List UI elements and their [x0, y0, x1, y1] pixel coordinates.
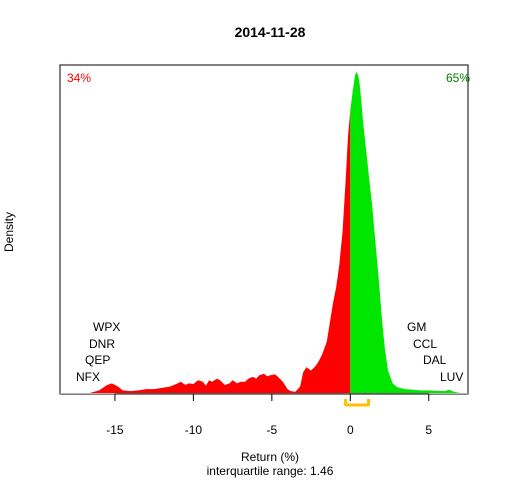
- ticker-label-gm: GM: [407, 320, 426, 334]
- ticker-label-ccl: CCL: [413, 337, 437, 351]
- negative-return-area: [89, 110, 351, 393]
- positive-return-area: [350, 72, 461, 393]
- ticker-label-luv: LUV: [440, 370, 463, 384]
- plot-frame: [59, 64, 469, 395]
- ticker-label-nfx: NFX: [76, 370, 100, 384]
- iqr-bracket: [344, 399, 371, 407]
- density-areas: [89, 72, 461, 393]
- x-tick-label: -10: [185, 423, 203, 437]
- iqr-caption: interquartile range: 1.46: [207, 464, 334, 478]
- x-tick-label: 5: [425, 423, 432, 437]
- chart-title: 2014-11-28: [235, 24, 306, 40]
- y-axis-label: Density: [2, 212, 16, 252]
- positive-share-label: 65%: [446, 71, 470, 85]
- ticker-label-dnr: DNR: [89, 337, 115, 351]
- x-tick-label: -5: [267, 423, 278, 437]
- x-tick-label: 0: [347, 423, 354, 437]
- ticker-label-qep: QEP: [85, 353, 110, 367]
- x-axis-label: Return (%): [241, 450, 299, 464]
- x-axis: -15 -10 -5 0 5: [106, 393, 432, 437]
- ticker-label-dal: DAL: [423, 353, 447, 367]
- ticker-label-wpx: WPX: [93, 320, 120, 334]
- x-tick-label: -15: [106, 423, 124, 437]
- negative-share-label: 34%: [67, 71, 91, 85]
